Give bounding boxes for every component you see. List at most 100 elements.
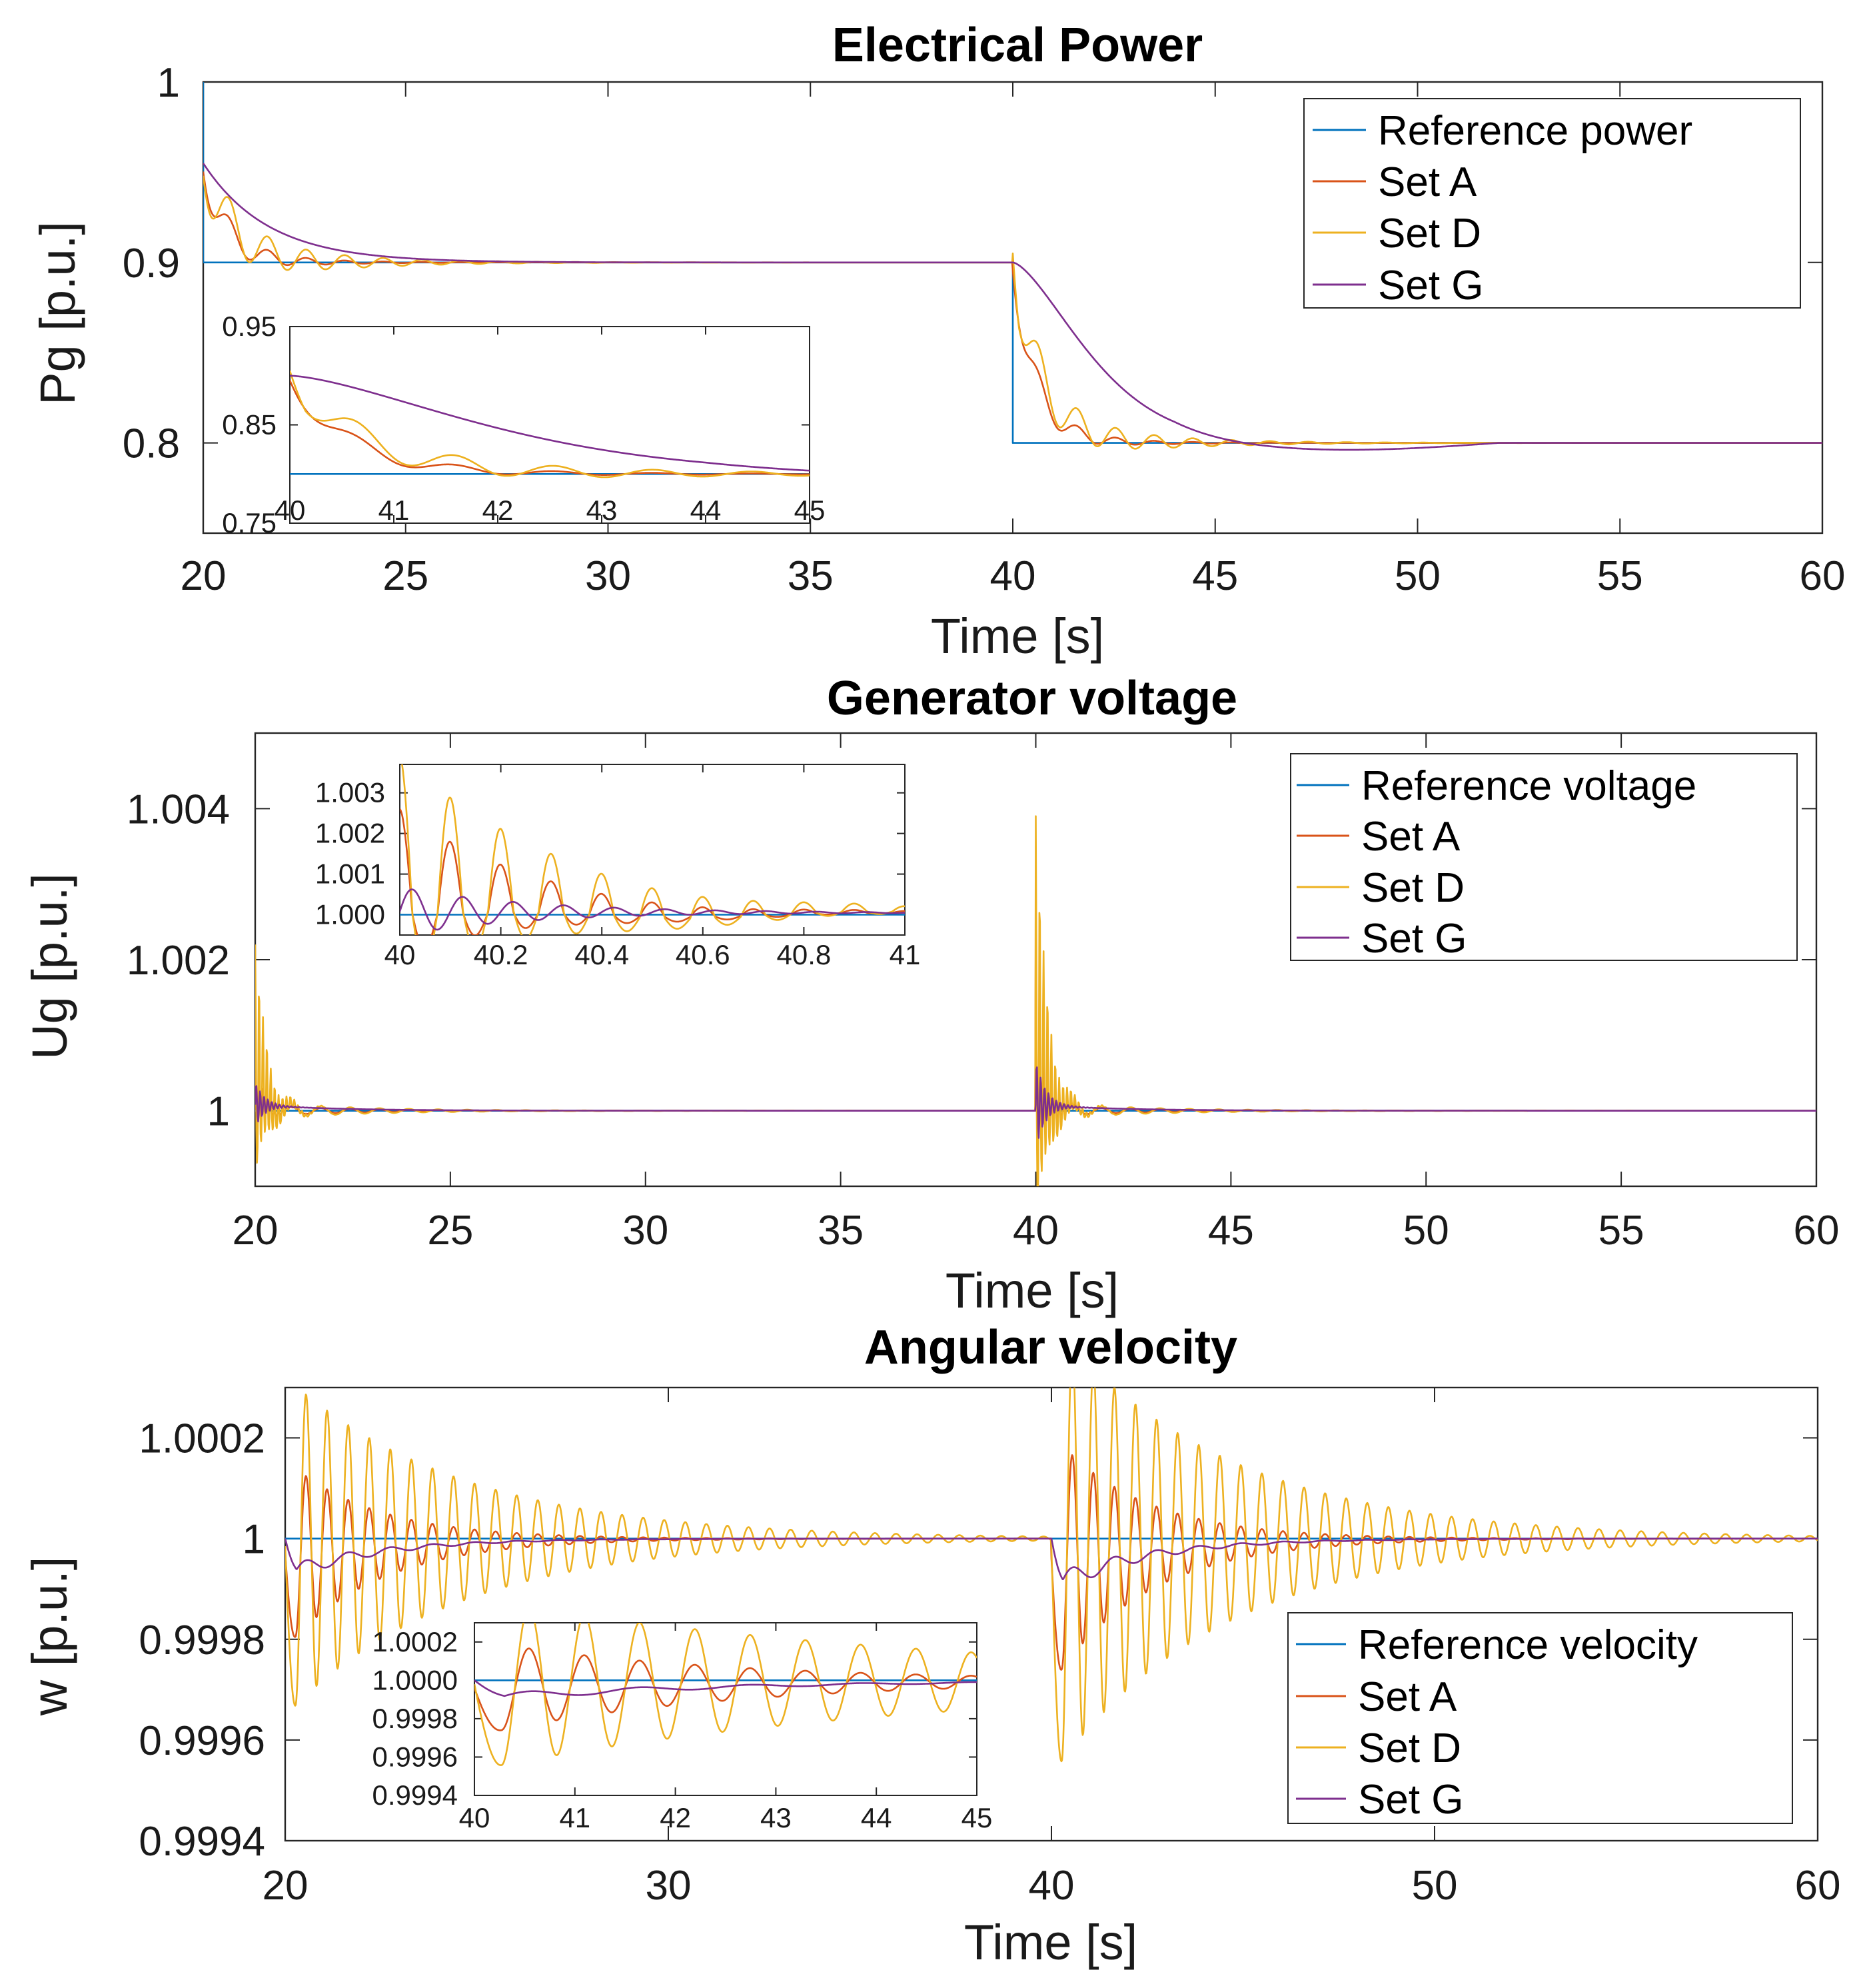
x-axis-label: Time [s] xyxy=(931,608,1104,664)
series-set-d-line xyxy=(474,1623,977,1766)
y-tick-label: 1.0000 xyxy=(372,1664,458,1695)
y-tick-label: 1.0002 xyxy=(139,1416,265,1462)
y-tick-label: 0.9994 xyxy=(372,1779,458,1811)
legend-box xyxy=(1287,1612,1793,1824)
x-tick-label: 40.8 xyxy=(777,939,832,970)
x-tick-label: 50 xyxy=(1395,553,1441,599)
x-tick-label: 44 xyxy=(690,495,722,526)
series-set-g-line xyxy=(290,375,810,472)
y-tick-label: 1 xyxy=(157,60,180,106)
x-tick-label: 55 xyxy=(1597,553,1643,599)
x-tick-label: 40 xyxy=(1013,1208,1059,1254)
y-tick-label: 0.75 xyxy=(222,507,277,538)
y-tick-label: 1.001 xyxy=(315,858,385,890)
chart-title: Angular velocity xyxy=(864,1321,1237,1374)
x-tick-label: 41 xyxy=(559,1802,590,1833)
x-tick-label: 40.2 xyxy=(474,939,528,970)
y-tick-label: 0.9994 xyxy=(139,1819,265,1865)
series-set-g-line xyxy=(400,888,905,931)
y-tick-label: 1.002 xyxy=(127,938,230,984)
legend-label-set-g: Set G xyxy=(1361,916,1467,962)
plot-frame xyxy=(289,326,810,524)
x-tick-label: 55 xyxy=(1598,1208,1644,1254)
legend-label-reference: Reference power xyxy=(1378,108,1692,154)
generator-voltage-chart: Generator voltage Time [s] Ug [p.u.] 20 2… xyxy=(22,672,1839,1318)
x-tick-label: 42 xyxy=(482,495,514,526)
y-tick-label: 1 xyxy=(243,1517,265,1563)
y-tick-label: 0.9998 xyxy=(139,1617,265,1663)
x-tick-label: 43 xyxy=(586,495,618,526)
legend-label-set-d: Set D xyxy=(1361,865,1465,911)
x-axis-label: Time [s] xyxy=(964,1915,1137,1970)
x-tick-label: 35 xyxy=(788,553,834,599)
series-set-g-line xyxy=(285,1537,1818,1580)
x-tick-label: 60 xyxy=(1800,553,1846,599)
x-tick-label: 25 xyxy=(427,1208,473,1254)
x-tick-label: 25 xyxy=(382,553,428,599)
x-tick-label: 60 xyxy=(1795,1863,1841,1909)
y-tick-label: 0.85 xyxy=(222,409,277,441)
plot-frame xyxy=(399,764,906,936)
inset-axes: 40 41 42 43 44 45 0.75 0.85 0.95 xyxy=(222,311,825,538)
x-axis-label: Time [s] xyxy=(945,1263,1119,1318)
x-tick-label: 20 xyxy=(233,1208,279,1254)
legend-label-set-d: Set D xyxy=(1378,211,1481,257)
y-tick-label: 1.0002 xyxy=(372,1626,458,1657)
x-tick-label: 45 xyxy=(1192,553,1238,599)
legend-label-reference: Reference voltage xyxy=(1361,763,1696,809)
series-set-d-line xyxy=(401,764,905,935)
x-tick-label: 45 xyxy=(794,495,826,526)
legend-box xyxy=(1290,753,1798,961)
legend-box xyxy=(1303,98,1801,309)
x-tick-label: 40 xyxy=(275,495,306,526)
x-tick-label: 20 xyxy=(263,1863,309,1909)
y-axis-label: w [p.u.] xyxy=(22,1557,77,1717)
legend-label-reference: Reference velocity xyxy=(1358,1622,1698,1668)
y-tick-label: 0.9996 xyxy=(139,1718,265,1764)
y-tick-label: 1.004 xyxy=(127,786,230,832)
series-set-a-line xyxy=(474,1647,977,1731)
x-tick-label: 41 xyxy=(890,939,921,970)
y-tick-label: 1.002 xyxy=(315,818,385,849)
series-set-g-line xyxy=(255,1066,1816,1139)
y-tick-label: 1 xyxy=(207,1089,230,1135)
x-tick-label: 41 xyxy=(378,495,410,526)
x-tick-label: 30 xyxy=(622,1208,668,1254)
y-tick-label: 1.003 xyxy=(315,777,385,808)
x-tick-label: 20 xyxy=(181,553,227,599)
legend-label-set-a: Set A xyxy=(1378,159,1477,205)
angular-velocity-chart: Angular velocity Time [s] w [p.u.] 20 30 4… xyxy=(22,1321,1840,1970)
y-axis-label: Pg [p.u.] xyxy=(30,221,85,405)
x-tick-label: 45 xyxy=(1208,1208,1254,1254)
electrical-power-chart: Electrical Power Time [s] Pg [p.u.] 20 25… xyxy=(30,19,1845,664)
series-set-g-line xyxy=(474,1679,977,1697)
legend-label-set-a: Set A xyxy=(1358,1674,1457,1720)
y-tick-label: 0.9996 xyxy=(372,1741,458,1772)
y-axis-label: Ug [p.u.] xyxy=(22,873,77,1060)
x-tick-label: 40.6 xyxy=(676,939,730,970)
x-tick-label: 50 xyxy=(1412,1863,1458,1909)
legend-label-set-g: Set G xyxy=(1378,263,1484,309)
legend: Reference velocity Set A Set D Set G xyxy=(1287,1612,1793,1824)
x-tick-label: 60 xyxy=(1794,1208,1840,1254)
legend-label-set-d: Set D xyxy=(1358,1725,1461,1771)
legend-label-set-a: Set A xyxy=(1361,814,1461,860)
inset-axes: 40 41 42 43 44 45 0.9994 0.9996 0.9998 1.0000 1.00… xyxy=(372,1622,992,1833)
series-set-g-line xyxy=(203,163,1822,451)
x-tick-label: 40.4 xyxy=(574,939,629,970)
x-tick-label: 30 xyxy=(646,1863,692,1909)
y-tick-label: 1.000 xyxy=(315,899,385,930)
x-tick-label: 40 xyxy=(384,939,416,970)
x-tick-label: 43 xyxy=(760,1802,792,1833)
x-tick-label: 40 xyxy=(990,553,1036,599)
chart-title: Electrical Power xyxy=(832,19,1203,72)
x-tick-label: 50 xyxy=(1403,1208,1449,1254)
y-tick-label: 0.9998 xyxy=(372,1703,458,1734)
chart-title: Generator voltage xyxy=(827,672,1237,725)
y-tick-label: 0.95 xyxy=(222,311,277,342)
legend-label-set-g: Set G xyxy=(1358,1777,1464,1823)
x-tick-label: 35 xyxy=(818,1208,864,1254)
series-set-d-line xyxy=(290,370,810,479)
y-tick-label: 0.8 xyxy=(123,421,180,467)
